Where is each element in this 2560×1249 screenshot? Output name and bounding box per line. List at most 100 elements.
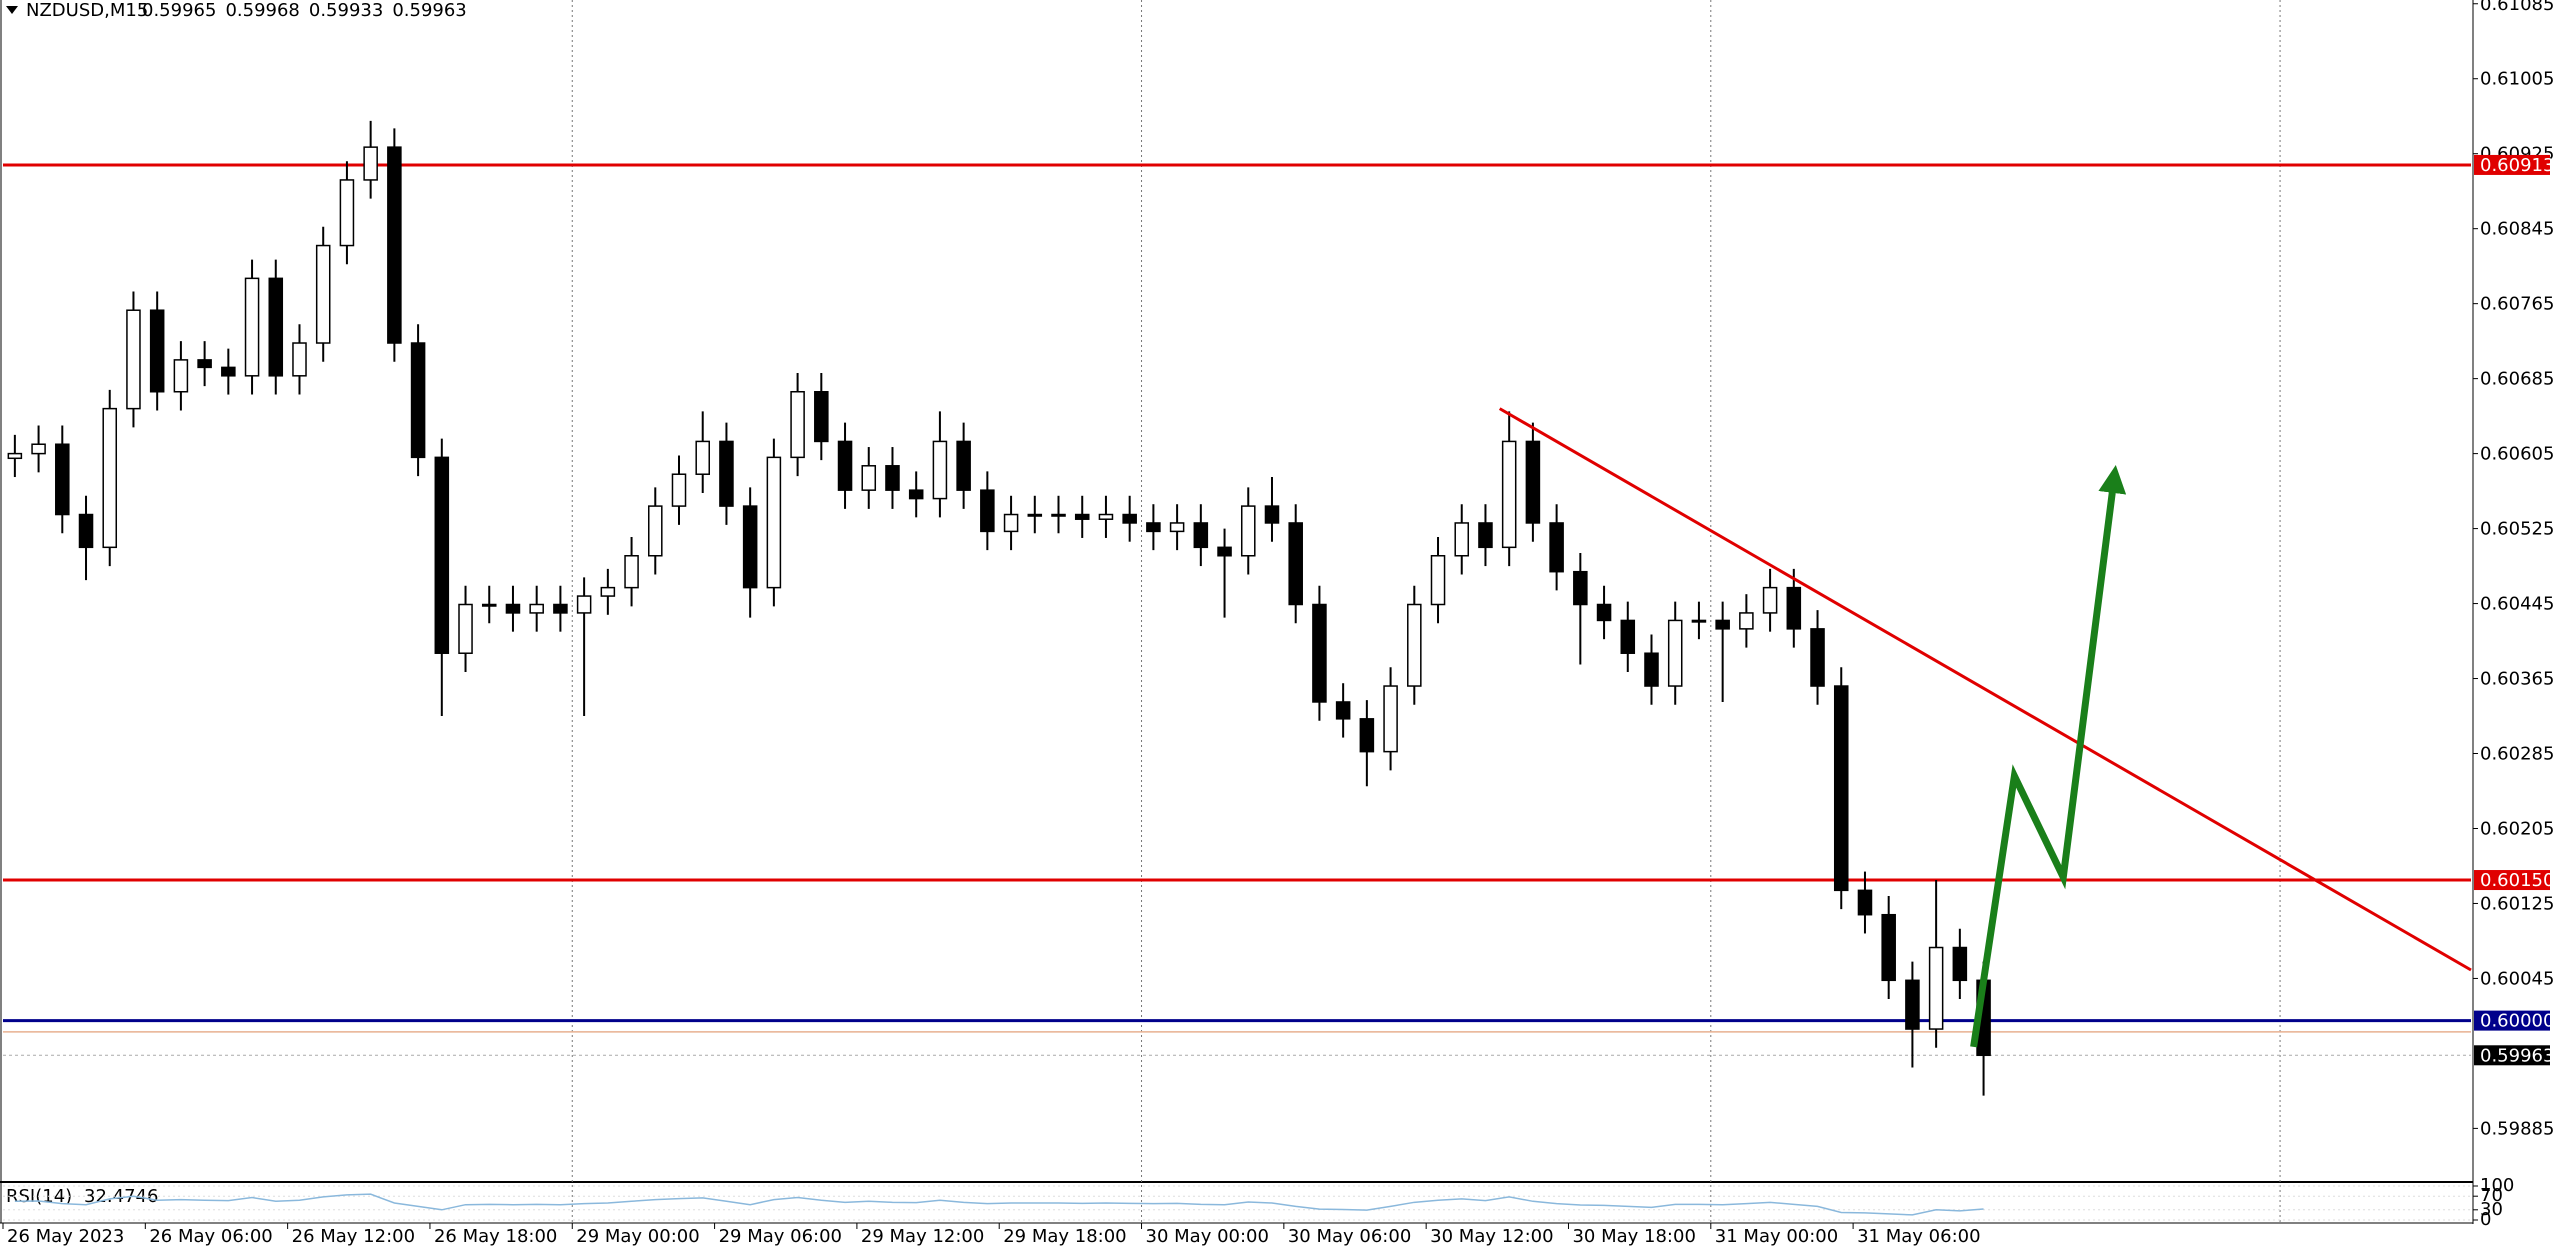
- candle-body: [1240, 505, 1256, 557]
- candle-body: [1928, 946, 1944, 1030]
- trendline: [1498, 407, 2472, 972]
- candle-body: [197, 359, 212, 369]
- candle-body: [790, 391, 805, 459]
- y-tick-label: 0.60765: [2480, 294, 2554, 315]
- x-tick-label: 29 May 18:00: [1003, 1226, 1126, 1247]
- candle-body: [458, 603, 473, 654]
- last-bar-values: 0.59965 0.59968 0.59933 0.59963: [142, 0, 467, 21]
- header-icon: [6, 6, 18, 14]
- x-tick-label: 30 May 00:00: [1146, 1226, 1269, 1247]
- level-label: 0.60913: [2480, 155, 2554, 176]
- candle-body: [268, 277, 284, 377]
- candle-body: [481, 603, 497, 607]
- candle-body: [1122, 513, 1137, 524]
- candle-body: [1691, 619, 1707, 623]
- candle-body: [315, 244, 331, 344]
- candle-body: [932, 440, 948, 500]
- candle-body: [1407, 603, 1422, 687]
- y-tick-label: 0.60125: [2480, 893, 2554, 914]
- last-bar-value: 0.59968: [225, 0, 299, 21]
- candle-body: [1003, 513, 1019, 533]
- last-bar-value: 0.59965: [142, 0, 216, 21]
- candle-body: [980, 489, 995, 533]
- candle-body: [766, 456, 782, 589]
- y-tick-label: 0.60045: [2480, 968, 2554, 989]
- candle-body: [363, 146, 378, 181]
- candle-body: [1739, 612, 1754, 630]
- y-tick-label: 0.60365: [2480, 669, 2554, 690]
- candle-body: [1051, 513, 1066, 517]
- candle-body: [529, 603, 544, 614]
- candle-body: [1786, 586, 1802, 630]
- candle-body: [78, 513, 94, 549]
- candle-body: [102, 407, 118, 549]
- x-tick-label: 31 May 06:00: [1857, 1226, 1980, 1247]
- candle-body: [173, 359, 189, 393]
- candle-body: [1667, 619, 1683, 687]
- candle-body: [624, 555, 639, 589]
- x-tick-label: 26 May 12:00: [292, 1226, 415, 1247]
- candle-body: [648, 505, 663, 557]
- y-tick-label: 0.60285: [2480, 744, 2554, 765]
- candle-body: [1169, 522, 1185, 533]
- x-tick-label: 30 May 18:00: [1572, 1226, 1695, 1247]
- x-tick-label: 26 May 18:00: [434, 1226, 557, 1247]
- candle-body: [576, 595, 592, 614]
- candle-body: [55, 443, 70, 516]
- candle-body: [1762, 586, 1778, 614]
- candle-body: [956, 440, 971, 491]
- candle-body: [7, 452, 23, 460]
- candle-body: [1335, 701, 1351, 720]
- candle-body: [1715, 619, 1730, 630]
- candle-body: [1098, 513, 1114, 520]
- candle-body: [1525, 440, 1541, 524]
- x-tick-label: 29 May 12:00: [861, 1226, 984, 1247]
- rsi-tick-label: 0: [2480, 1209, 2491, 1230]
- candle-body: [1430, 555, 1446, 606]
- candle-body: [292, 342, 307, 377]
- candle-body: [1478, 522, 1493, 549]
- x-tick-label: 26 May 2023: [7, 1226, 124, 1247]
- y-tick-label: 0.60445: [2480, 594, 2554, 615]
- y-tick-label: 0.60845: [2480, 219, 2554, 240]
- x-tick-label: 26 May 06:00: [149, 1226, 272, 1247]
- y-tick-label: 0.60525: [2480, 519, 2554, 540]
- level-label-box: [2474, 870, 2550, 891]
- candle-body: [31, 443, 46, 455]
- candle-body: [695, 440, 710, 475]
- candle-body: [885, 465, 900, 491]
- candle-body: [1193, 522, 1209, 549]
- rsi-tick-label: 30: [2480, 1199, 2503, 1220]
- candle-body: [908, 489, 924, 500]
- rsi-tick-label: 100: [2480, 1175, 2514, 1196]
- candle-body: [1881, 913, 1896, 982]
- x-tick-label: 30 May 06:00: [1288, 1226, 1411, 1247]
- y-tick-label: 0.60605: [2480, 444, 2554, 465]
- last-bar-value: 0.59963: [392, 0, 466, 21]
- y-tick-label: 0.61005: [2480, 69, 2554, 90]
- y-tick-label: 0.61085: [2480, 0, 2554, 15]
- candle-body: [1549, 522, 1564, 573]
- candle-body: [1905, 979, 1920, 1030]
- candle-body: [1264, 505, 1280, 524]
- candle-body: [149, 309, 165, 393]
- level-label-box: [2474, 1045, 2550, 1066]
- candle-body: [1596, 603, 1612, 622]
- level-label-box: [2474, 1010, 2550, 1031]
- rsi-value: 32.4746: [84, 1186, 158, 1207]
- y-tick-label: 0.60205: [2480, 818, 2554, 839]
- candle-body: [1620, 619, 1636, 654]
- candle-body: [1833, 685, 1849, 892]
- candle-body: [837, 440, 853, 491]
- candle-body: [814, 391, 829, 443]
- x-tick-label: 29 May 00:00: [576, 1226, 699, 1247]
- candle-body: [1644, 652, 1659, 687]
- x-tick-label: 29 May 06:00: [719, 1226, 842, 1247]
- candle-body: [719, 440, 734, 507]
- candle-body: [1312, 603, 1327, 703]
- level-label: 0.59963: [2480, 1045, 2554, 1066]
- candle-body: [1573, 570, 1588, 606]
- candle-body: [861, 465, 877, 491]
